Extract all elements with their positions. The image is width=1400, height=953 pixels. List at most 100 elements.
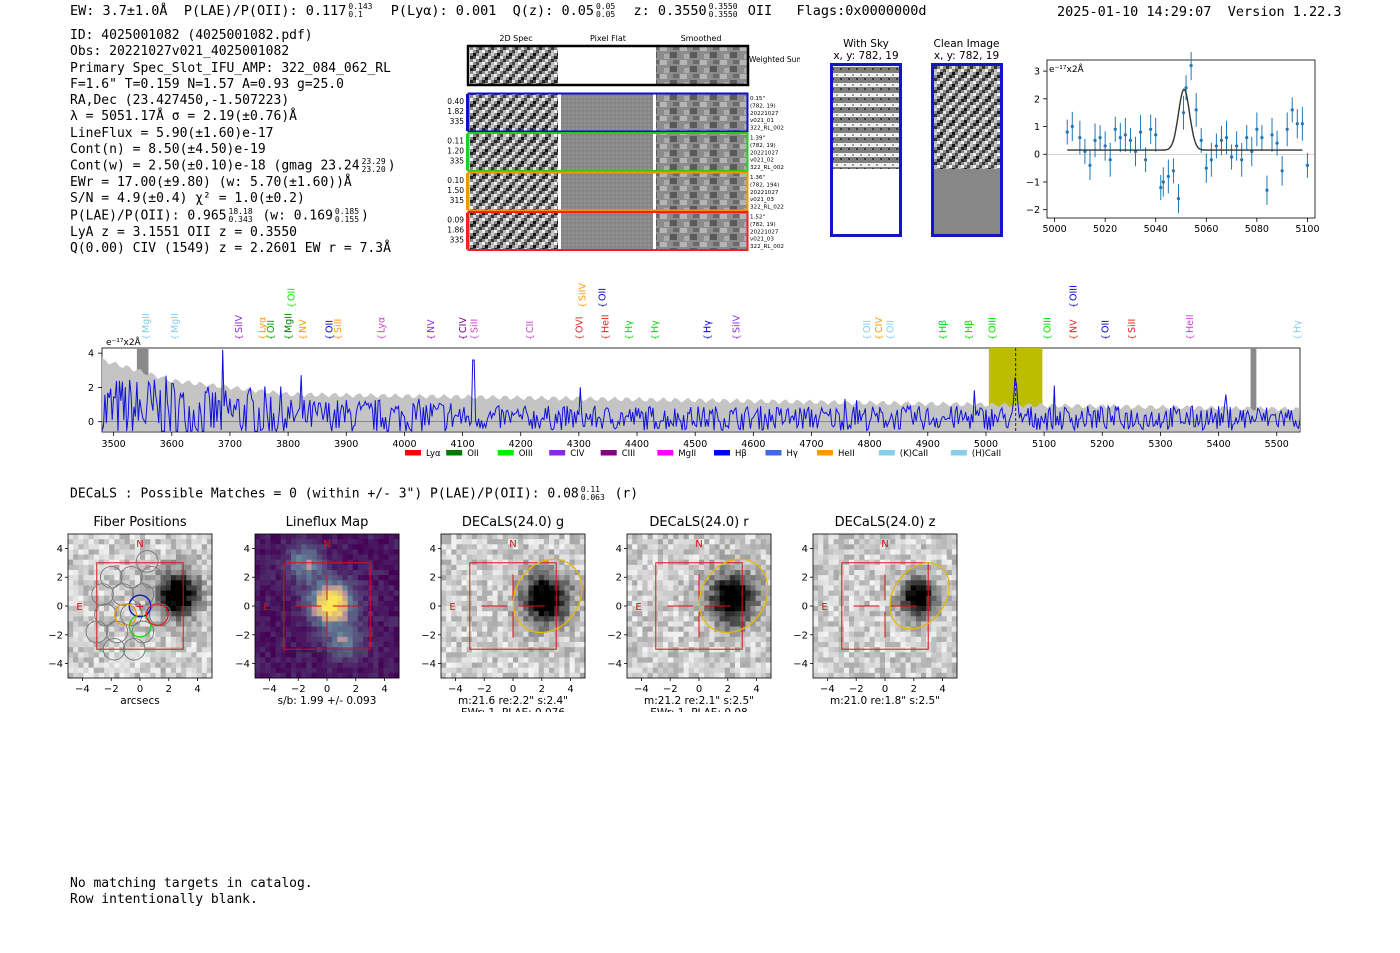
svg-text:{: {: [602, 334, 612, 340]
spectrum-xtick: 4200: [509, 439, 533, 450]
spectrum-ytick: 2: [88, 383, 94, 394]
spectrum-xtick: 4800: [858, 439, 882, 450]
info-primary: Primary Spec_Slot_IFU_AMP: 322_084_062_R…: [70, 60, 391, 76]
fiber-row-meta: v021_01: [750, 118, 774, 124]
panel-ytick: 0: [57, 602, 63, 613]
zoom-point: [1159, 185, 1163, 190]
panel-image: [255, 534, 400, 679]
panel-ytick: 2: [244, 573, 250, 584]
panel-ytick: 4: [244, 544, 250, 555]
svg-text:OII: OII: [598, 288, 609, 301]
panel-ytick: 4: [430, 544, 436, 555]
fiber-header-pixelflat: Pixel Flat: [590, 34, 626, 43]
svg-text:{: {: [625, 334, 635, 340]
panel-xtick: −4: [262, 684, 277, 695]
zoom-point: [1224, 136, 1229, 140]
north-label: N: [695, 539, 702, 550]
spectral-line-label: Hγ{: [702, 320, 713, 340]
svg-text:OII: OII: [467, 449, 479, 459]
zoom-point: [1166, 174, 1170, 179]
search-box: [96, 562, 184, 650]
zoom-plot-frame: [1046, 59, 1316, 219]
svg-text:CIII: CIII: [622, 449, 635, 459]
zoom-ylabel: e⁻¹⁷x2Å: [1049, 63, 1085, 75]
cutout-panel: Fiber Positions N E + −4 −2 0 2 4 4 2 0 −2 −4 arcsecs: [45, 512, 225, 716]
panel-ytick: 4: [802, 544, 808, 555]
header-summary: EW: 3.7±1.0Å P(LAE)/P(OII): 0.117 0.143 0.…: [70, 2, 927, 20]
zoom-point: [1070, 124, 1074, 129]
svg-text:OII: OII: [1101, 320, 1112, 333]
spectrum-xtick: 5000: [974, 439, 998, 450]
spectral-line-label: MgII{: [170, 313, 181, 340]
header-flags: Flags:0x0000000d: [796, 3, 927, 19]
zoom-point: [1154, 133, 1158, 137]
svg-text:{: {: [1044, 334, 1054, 340]
panel-caption: m:21.6 re:2.2" s:2.4": [458, 695, 568, 707]
info-civ: Q(0.00) CIV (1549) z = 2.2601 EW r = 7.3…: [70, 240, 391, 256]
svg-text:{: {: [1186, 334, 1196, 340]
fiber-row-meta: 20221027: [750, 229, 779, 235]
zoom-point: [1265, 188, 1269, 192]
panel-ytick: 4: [616, 544, 622, 555]
zoom-xtick: 5100: [1295, 224, 1319, 235]
zoom-xtick: 5080: [1245, 224, 1269, 235]
zoom-ytick: −2: [1026, 205, 1040, 216]
panel-xtick: 2: [911, 684, 917, 695]
zoom-xtick: 5040: [1144, 224, 1168, 235]
fiber-circle: [102, 637, 126, 661]
fiber-row-meta: 1.39": [750, 136, 765, 142]
info-obs: Obs: 20221027v021_4025001082: [70, 44, 290, 60]
panel-xtick: −4: [820, 684, 835, 695]
svg-text:{: {: [299, 334, 309, 340]
fiber-row-meta: (782, 19): [750, 103, 776, 109]
panel-xtick: −2: [849, 684, 864, 695]
header-ew: EW: 3.7±1.0Å: [70, 3, 168, 19]
svg-text:{: {: [235, 334, 245, 340]
svg-text:Lyα: Lyα: [377, 317, 388, 333]
panel-title: Fiber Positions: [93, 515, 186, 530]
panel-xtick: −4: [448, 684, 463, 695]
fiber-row-meta: 322_RL_022: [750, 205, 784, 211]
zoom-point: [1229, 155, 1234, 159]
panel-xtick: 4: [939, 684, 945, 695]
fiber-circle-selected: [114, 603, 138, 627]
svg-text:{: {: [875, 334, 885, 340]
panel-xtick: −2: [291, 684, 306, 695]
svg-text:CII: CII: [525, 321, 536, 333]
spectrum-xtick: 5500: [1265, 439, 1289, 450]
spectral-line-label: SiII{: [470, 319, 481, 340]
panel-title: DECaLS(24.0) z: [835, 515, 936, 530]
svg-text:CIV: CIV: [458, 317, 469, 333]
zoom-point: [1275, 141, 1279, 145]
fiber-row-meta: 1.36": [750, 175, 765, 181]
info-block: ID: 4025001082 (4025001082.pdf) Obs: 202…: [70, 28, 396, 257]
svg-text:Lyα: Lyα: [426, 449, 441, 459]
panel-xtick: 0: [324, 684, 330, 695]
panel-ytick: −2: [607, 630, 622, 641]
panel-ytick: 0: [616, 602, 622, 613]
svg-text:OIII: OIII: [1043, 317, 1054, 333]
panel-caption: s/b: 1.99 +/- 0.093: [278, 695, 377, 707]
spectral-line-label: MgII{: [284, 313, 295, 340]
info-lya: LyA z = 3.1551 OII z = 0.3550: [70, 224, 297, 240]
header-z-range: 0.3550 0.3550: [708, 2, 738, 19]
zoom-point: [1199, 138, 1203, 142]
spectrum-xtick: 4600: [741, 439, 765, 450]
svg-text:MgII: MgII: [678, 449, 696, 459]
east-label: E: [821, 602, 827, 613]
zoom-point: [1144, 158, 1148, 162]
svg-text:OVI: OVI: [574, 316, 585, 333]
fiber-circle: [111, 583, 134, 606]
spectral-line-label: Hγ{: [1293, 320, 1304, 340]
zoom-ytick: 3: [1034, 67, 1040, 78]
zoom-point: [1255, 127, 1259, 131]
svg-text:{: {: [471, 334, 481, 340]
svg-text:{: {: [459, 334, 469, 340]
svg-text:Hγ: Hγ: [650, 320, 661, 333]
panel-xtick: −4: [75, 684, 90, 695]
spectral-line-label: OII{: [886, 320, 897, 340]
zoom-xtick: 5000: [1042, 224, 1066, 235]
spectrum-xtick: 3800: [276, 439, 300, 450]
svg-text:{: {: [267, 334, 277, 340]
